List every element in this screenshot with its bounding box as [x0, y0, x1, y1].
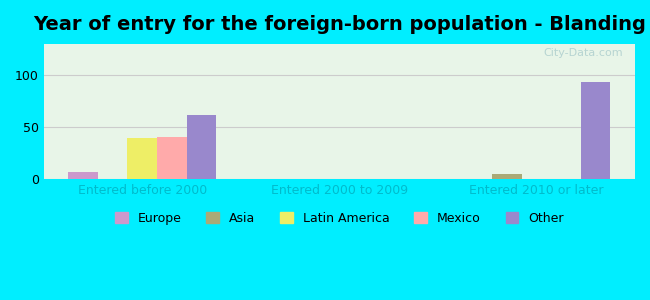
Bar [187, 115, 216, 179]
Bar [68, 172, 98, 179]
Text: City-Data.com: City-Data.com [543, 48, 623, 58]
Bar [127, 138, 157, 179]
Title: Year of entry for the foreign-born population - Blanding: Year of entry for the foreign-born popul… [33, 15, 646, 34]
Legend: Europe, Asia, Latin America, Mexico, Other: Europe, Asia, Latin America, Mexico, Oth… [110, 207, 569, 230]
Bar [581, 82, 610, 179]
Bar [157, 136, 187, 179]
Bar [492, 174, 522, 179]
